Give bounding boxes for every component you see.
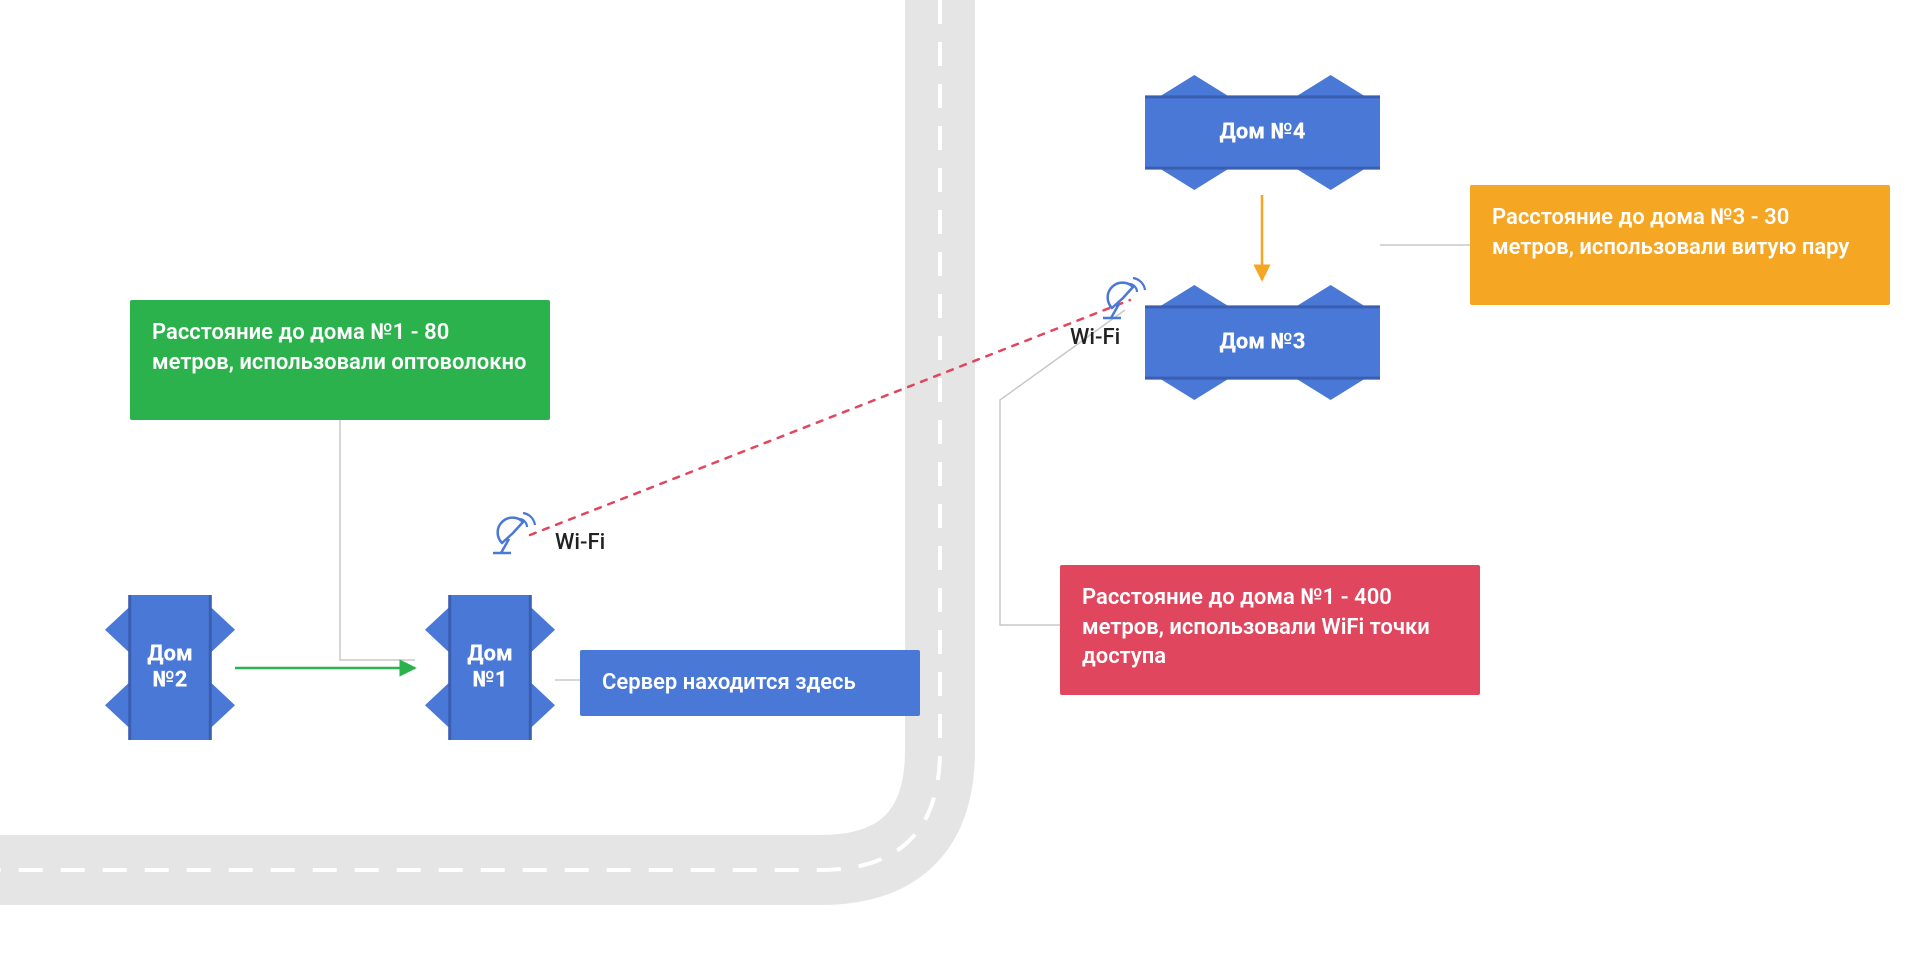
callout-orange: Расстояние до дома №3 - 30 метров, испол… <box>1470 185 1890 305</box>
antenna1-icon <box>493 513 535 553</box>
antenna3-icon <box>1103 278 1145 318</box>
callout-blue: Сервер находится здесь <box>580 650 920 716</box>
antenna1-label: Wi-Fi <box>555 530 605 555</box>
callout-green: Расстояние до дома №1 - 80 метров, испол… <box>130 300 550 420</box>
antenna3-label: Wi-Fi <box>1070 325 1120 350</box>
callout-red: Расстояние до дома №1 - 400 метров, испо… <box>1060 565 1480 695</box>
diagram-canvas: Дом№1Дом№2Дом №3Дом №4 Расстояние до дом… <box>0 0 1920 960</box>
antennas-layer <box>0 0 1920 960</box>
